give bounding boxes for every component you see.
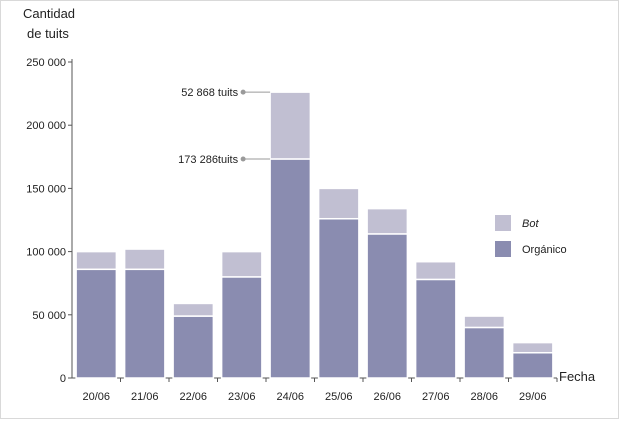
y-tick-label: 150 000 <box>26 183 66 195</box>
x-tick-label: 25/06 <box>325 391 353 403</box>
bar-segment <box>75 268 118 379</box>
annotation-dot <box>240 89 246 95</box>
bar-segment <box>511 341 554 354</box>
x-tick-label: 24/06 <box>276 391 304 403</box>
y-axis-title-line-1: Cantidad <box>23 6 75 21</box>
y-axis-title-line-2: de tuits <box>27 26 69 41</box>
bar-segment <box>269 91 312 160</box>
bar-segment <box>123 268 166 379</box>
bar-segment <box>463 315 506 329</box>
annotation-label: 52 868 tuits <box>181 87 238 99</box>
bar-segment <box>317 217 360 379</box>
bar-segment <box>269 158 312 379</box>
annotation-dot <box>240 156 246 162</box>
x-ticks-group: 20/06 21/06 22/06 23/06 24/06 25/06 26/06 27/06… <box>82 378 558 403</box>
y-tick-label: 50 000 <box>32 310 66 322</box>
legend-label: Bot <box>522 218 539 230</box>
bar-segment <box>317 187 360 220</box>
x-tick-label: 26/06 <box>373 391 401 403</box>
bar-segment <box>220 276 263 379</box>
x-tick-label: 27/06 <box>422 391 450 403</box>
bar-segment <box>123 248 166 271</box>
legend-swatch <box>495 241 511 257</box>
y-tick-label: 200 000 <box>26 120 66 132</box>
bar-segment <box>172 302 215 317</box>
x-tick-label: 28/06 <box>470 391 498 403</box>
bars-group <box>75 91 554 379</box>
bar-segment <box>414 260 457 281</box>
y-tick-label: 250 000 <box>26 57 66 69</box>
annotation-label: 173 286tuits <box>178 154 238 166</box>
annotations-group: 52 868 tuits 173 286tuits <box>178 87 271 166</box>
x-tick-label: 23/06 <box>228 391 256 403</box>
bar-segment <box>463 326 506 379</box>
y-tick-label: 100 000 <box>26 247 66 259</box>
bar-segment <box>220 250 263 278</box>
bar-segment <box>414 278 457 379</box>
bar-segment <box>366 207 409 235</box>
legend: Bot Orgánico <box>495 215 567 257</box>
x-tick-label: 21/06 <box>131 391 159 403</box>
y-ticks-group: 0 50 000 100 000 150 000 200 000 250 000 <box>26 57 72 385</box>
legend-label: Orgánico <box>522 244 567 256</box>
x-tick-label: 20/06 <box>82 391 110 403</box>
bar-segment <box>366 233 409 379</box>
x-axis-title: Fecha <box>559 369 596 384</box>
y-tick-label: 0 <box>60 373 66 385</box>
bar-segment <box>511 351 554 379</box>
bar-segment <box>172 315 215 379</box>
x-tick-label: 22/06 <box>179 391 207 403</box>
legend-swatch <box>495 215 511 231</box>
x-tick-label: 29/06 <box>519 391 547 403</box>
bar-segment <box>75 250 118 271</box>
